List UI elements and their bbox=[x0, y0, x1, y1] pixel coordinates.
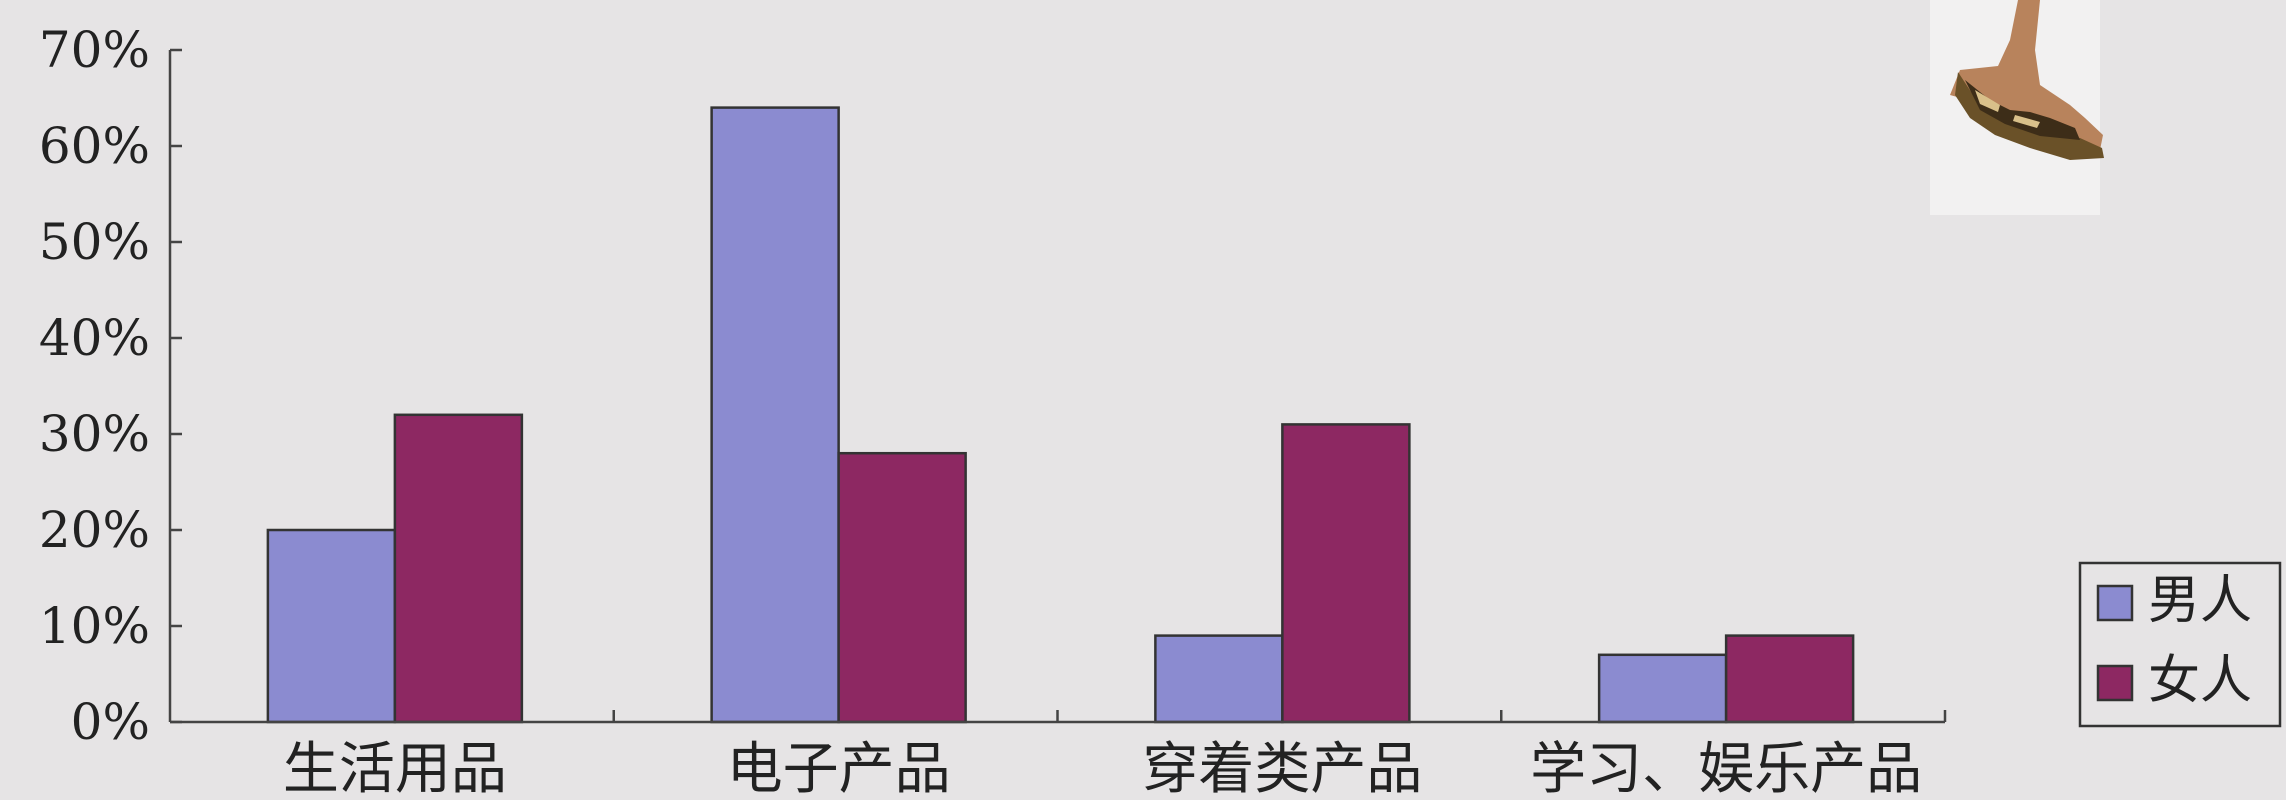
y-tick-label: 50% bbox=[39, 213, 150, 271]
legend-label-male: 男人 bbox=[2148, 571, 2252, 631]
y-axis-labels: 0% 10% 20% 30% 40% 50% 60% 70% bbox=[39, 21, 150, 751]
bar-male-3 bbox=[1597, 653, 1728, 724]
bar-male-0 bbox=[266, 528, 397, 724]
bar-male-2 bbox=[1154, 634, 1284, 724]
legend-swatch-female bbox=[2096, 664, 2134, 702]
category-labels: 生活用品 电子产品 穿着类产品 学习、娱乐产品 bbox=[283, 737, 1922, 800]
bar-female-1 bbox=[837, 451, 967, 724]
y-tick-label: 20% bbox=[39, 501, 150, 559]
category-label: 穿着类产品 bbox=[1142, 737, 1422, 800]
category-label: 电子产品 bbox=[727, 737, 951, 800]
legend-box bbox=[2078, 561, 2282, 728]
bar-male-1 bbox=[710, 106, 840, 724]
bar-female-0 bbox=[393, 413, 524, 724]
y-tick-label: 70% bbox=[39, 21, 150, 79]
y-tick-label: 60% bbox=[39, 117, 150, 175]
y-tick-label: 40% bbox=[39, 309, 150, 367]
y-tick-label: 10% bbox=[39, 597, 150, 655]
bar-female-3 bbox=[1724, 634, 1855, 724]
y-tick-label: 30% bbox=[39, 405, 150, 463]
bar-female-2 bbox=[1281, 423, 1411, 724]
y-tick-label: 0% bbox=[71, 693, 150, 751]
legend-swatch-male bbox=[2096, 584, 2134, 622]
plot-area bbox=[168, 48, 1947, 724]
high-heel-shoe-photo bbox=[1930, 0, 2104, 215]
category-label: 学习、娱乐产品 bbox=[1530, 737, 1922, 800]
category-label: 生活用品 bbox=[283, 737, 507, 800]
legend-label-female: 女人 bbox=[2148, 651, 2252, 711]
